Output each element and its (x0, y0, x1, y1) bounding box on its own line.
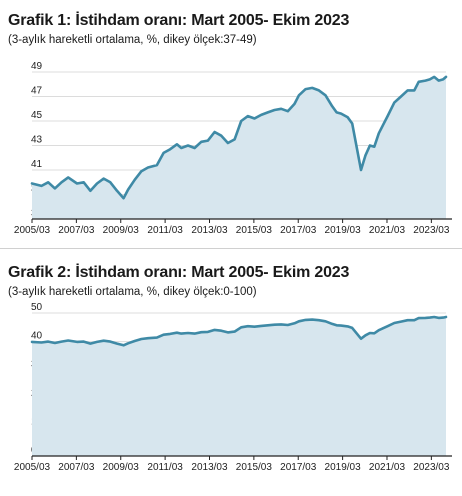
y-tick-label: 41 (31, 159, 43, 170)
x-tick-label: 2019/03 (325, 462, 362, 473)
y-tick-label: 47 (31, 86, 43, 97)
chart-divider (0, 248, 462, 249)
chart-subtitle: (3-aylık hareketli ortalama, %, dikey öl… (8, 34, 257, 46)
x-tick-label: 2011/03 (147, 225, 183, 236)
y-tick-label: 45 (31, 110, 43, 121)
chart-subtitle: (3-aylık hareketli ortalama, %, dikey öl… (8, 286, 257, 298)
x-tick-label: 2013/03 (191, 462, 228, 473)
x-tick-label: 2023/03 (413, 462, 450, 473)
y-tick-label: 50 (31, 302, 43, 313)
x-tick-label: 2015/03 (236, 225, 273, 236)
series-area (32, 317, 446, 456)
x-tick-label: 2021/03 (369, 225, 406, 236)
x-tick-label: 2019/03 (325, 225, 362, 236)
x-tick-label: 2011/03 (147, 462, 183, 473)
chart-plot-1: 373941434547492005/032007/032009/032011/… (14, 61, 452, 236)
x-tick-label: 2009/03 (103, 462, 140, 473)
chart-panel-1: Grafik 1: İstihdam oranı: Mart 2005- Eki… (0, 0, 462, 244)
chart-title: Grafik 1: İstihdam oranı: Mart 2005- Eki… (8, 12, 350, 29)
x-tick-label: 2017/03 (280, 462, 317, 473)
series-line (30, 315, 448, 347)
x-tick-label: 2007/03 (58, 225, 95, 236)
x-tick-label: 2005/03 (14, 225, 51, 236)
chart-panel-2: Grafik 2: İstihdam oranı: Mart 2005- Eki… (0, 250, 462, 496)
x-tick-label: 2005/03 (14, 462, 51, 473)
x-tick-label: 2021/03 (369, 462, 406, 473)
x-tick-label: 2015/03 (236, 462, 273, 473)
y-tick-label: 49 (31, 61, 43, 72)
x-tick-label: 2013/03 (191, 225, 228, 236)
x-tick-label: 2023/03 (413, 225, 450, 236)
series-line (30, 75, 448, 200)
y-tick-label: 40 (31, 331, 43, 342)
x-tick-label: 2009/03 (103, 225, 140, 236)
series-area (32, 76, 446, 220)
chart-plot-2: 010203040502005/032007/032009/032011/032… (14, 302, 452, 473)
x-tick-label: 2017/03 (280, 225, 317, 236)
y-tick-label: 43 (31, 135, 43, 146)
chart-title: Grafik 2: İstihdam oranı: Mart 2005- Eki… (8, 264, 350, 281)
x-tick-label: 2007/03 (58, 462, 95, 473)
